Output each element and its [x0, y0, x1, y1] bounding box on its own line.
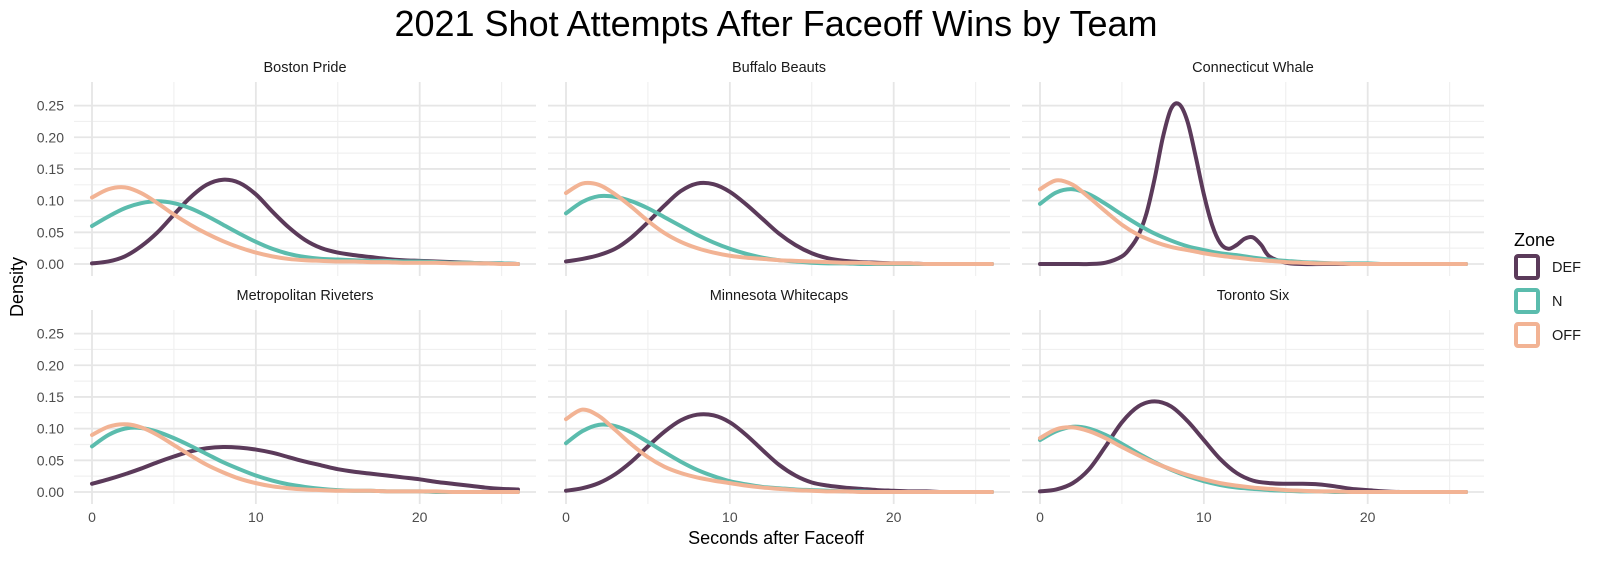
y-tick-label: 0.20 [37, 129, 64, 145]
y-tick-label: 0.05 [37, 224, 64, 240]
x-tick-label: 20 [886, 509, 902, 525]
density-line-n [564, 422, 994, 495]
panel-strip-label: Boston Pride [263, 60, 346, 76]
density-line-def [1038, 399, 1468, 495]
x-tick-label: 0 [88, 509, 96, 525]
legend-key-off [1514, 322, 1540, 348]
density-line-def [1038, 101, 1468, 267]
chart-title: 2021 Shot Attempts After Faceoff Wins by… [394, 3, 1157, 44]
density-line-def [564, 412, 994, 495]
x-tick-label: 20 [412, 509, 428, 525]
y-tick-label: 0.25 [37, 98, 64, 114]
x-axis-label: Seconds after Faceoff [688, 528, 865, 548]
density-line-off [1038, 178, 1468, 267]
legend-items: DEF N OFF [1514, 254, 1581, 348]
density-line-off [1038, 425, 1468, 495]
y-tick-label: 0.15 [37, 161, 64, 177]
panel-strip-label: Connecticut Whale [1192, 60, 1314, 76]
x-tick-label: 10 [248, 509, 264, 525]
y-tick-label: 0.25 [37, 326, 64, 342]
legend-title: Zone [1514, 230, 1555, 250]
y-axis-label: Density [7, 257, 27, 317]
y-tick-label: 0.10 [37, 421, 64, 437]
legend-label-off: OFF [1552, 328, 1581, 344]
legend-key-def [1514, 254, 1540, 280]
y-tick-label: 0.05 [37, 452, 64, 468]
panel-strip-label: Toronto Six [1217, 288, 1290, 304]
x-tick-label: 10 [1196, 509, 1212, 525]
density-line-def [564, 180, 994, 267]
y-tick-label: 0.00 [37, 484, 64, 500]
legend: Zone DEF N OFF [1514, 230, 1581, 348]
legend-label-def: DEF [1552, 260, 1581, 276]
density-line-off [564, 407, 994, 495]
density-line-off [564, 180, 994, 267]
density-line-def [90, 444, 520, 492]
panel-buffalo-beauts: Buffalo Beauts [548, 60, 1010, 276]
y-tick-label: 0.15 [37, 389, 64, 405]
legend-key-n [1514, 288, 1540, 314]
density-line-off [90, 185, 520, 267]
panel-toronto-six: Toronto Six 0 10 20 [1022, 288, 1484, 525]
panel-strip-label: Buffalo Beauts [732, 60, 826, 76]
x-tick-label: 10 [722, 509, 738, 525]
density-line-off [90, 422, 520, 495]
x-tick-label: 20 [1360, 509, 1376, 525]
x-tick-label: 0 [562, 509, 570, 525]
legend-label-n: N [1552, 294, 1562, 310]
y-tick-label: 0.00 [37, 256, 64, 272]
x-tick-label: 0 [1036, 509, 1044, 525]
panel-strip-label: Minnesota Whitecaps [710, 288, 849, 304]
panel-connecticut-whale: Connecticut Whale [1022, 60, 1484, 276]
panel-strip-label: Metropolitan Riveters [237, 288, 374, 304]
y-tick-label: 0.10 [37, 193, 64, 209]
panel-minnesota-whitecaps: Minnesota Whitecaps 0 10 20 [548, 288, 1010, 525]
panel-metropolitan-riveters: Metropolitan Riveters 0.00 0.05 0.10 0.15 0.2… [37, 288, 536, 525]
panels-layer: Boston Pride 0.00 0.05 0.10 0.15 0.20 0.25 Buff… [37, 60, 1484, 525]
y-tick-label: 0.20 [37, 357, 64, 373]
panel-boston-pride: Boston Pride 0.00 0.05 0.10 0.15 0.20 0.25 [37, 60, 536, 276]
density-line-def [90, 177, 520, 266]
